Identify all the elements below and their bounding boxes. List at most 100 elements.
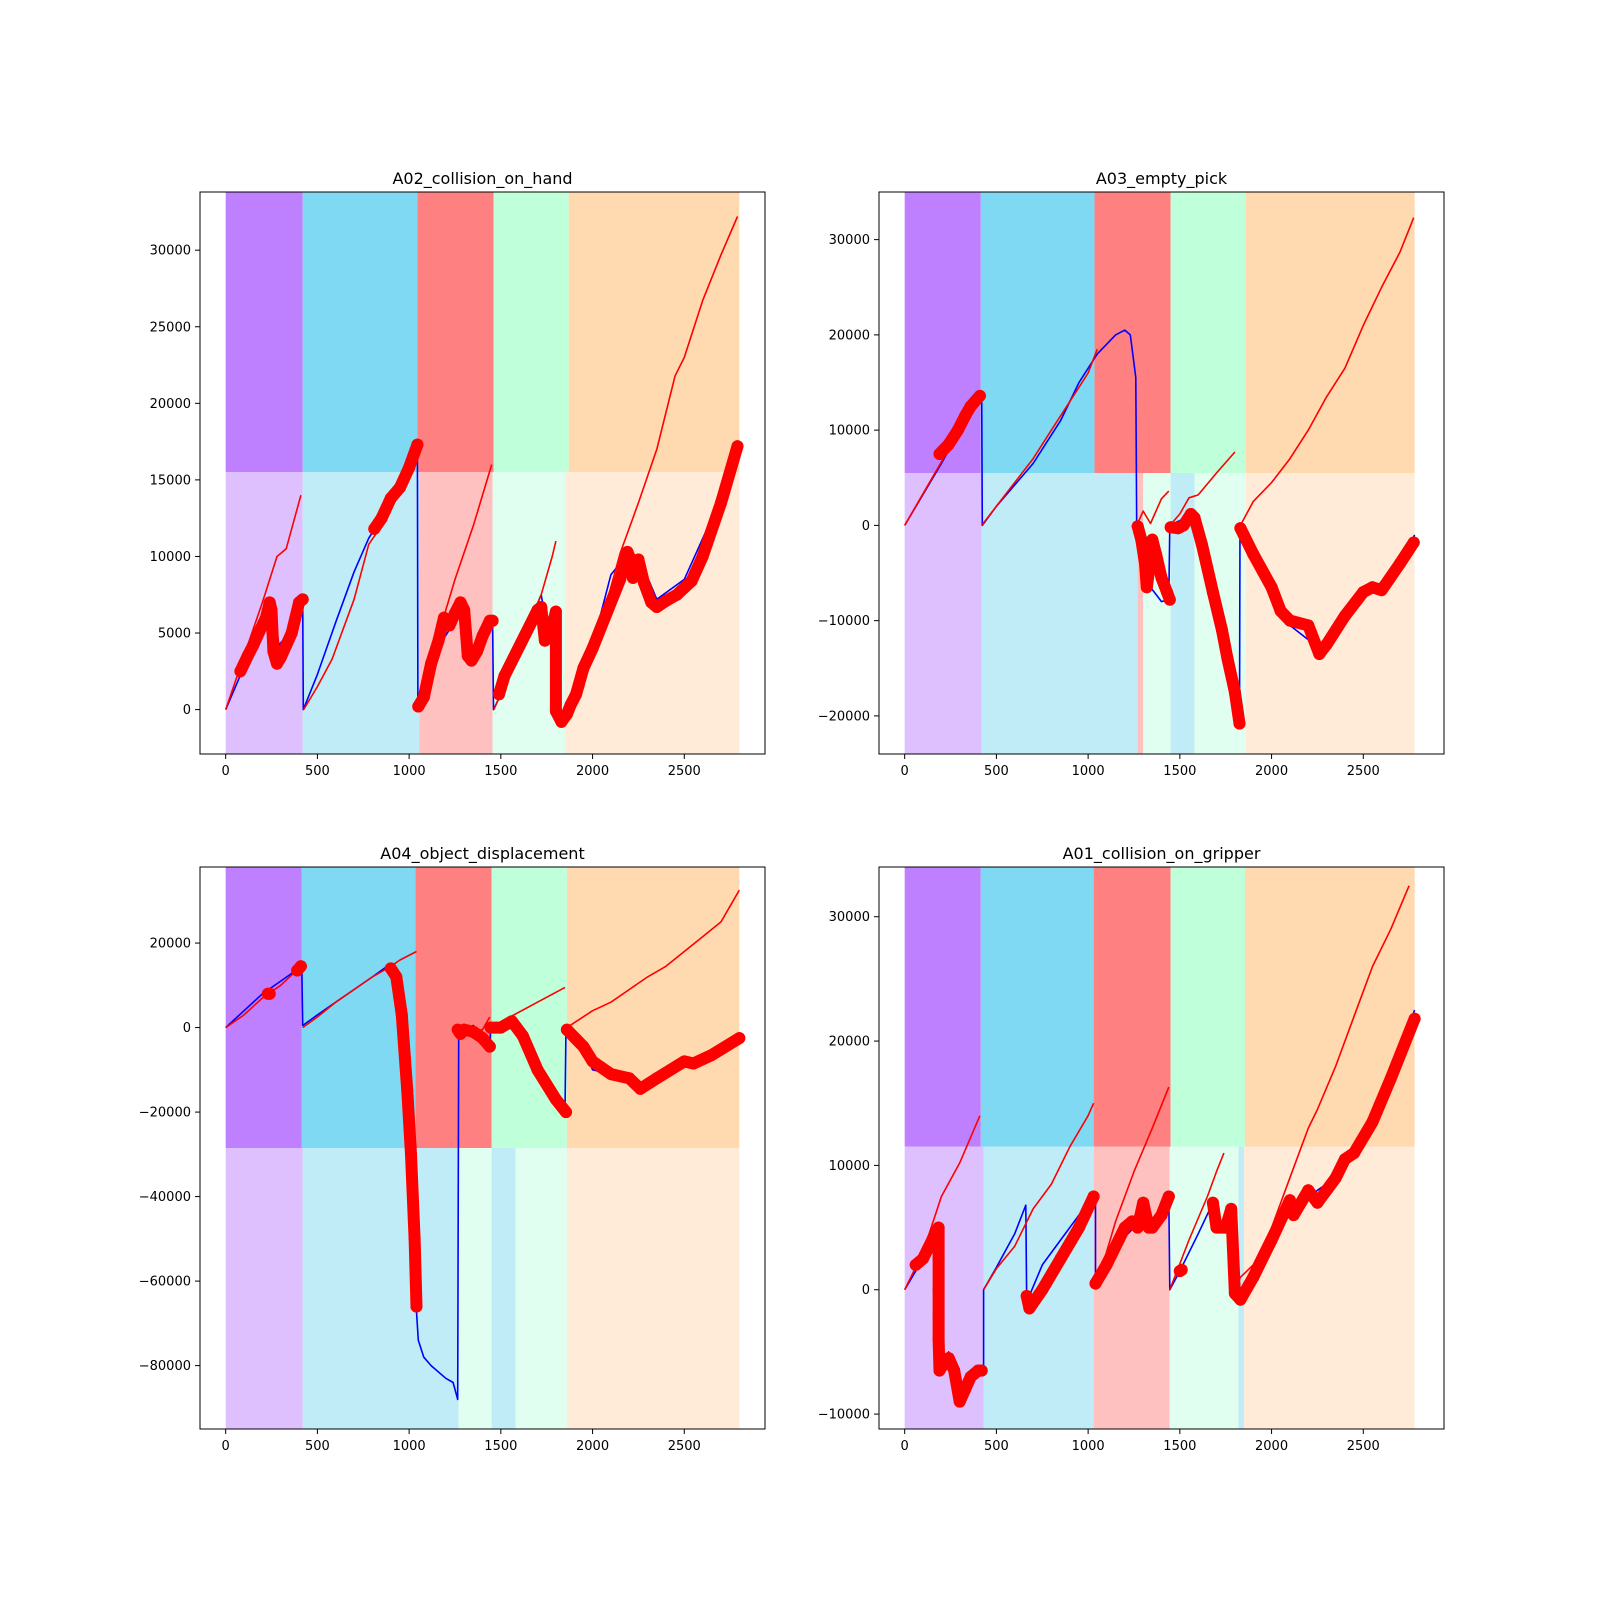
- data-point: [932, 1252, 945, 1265]
- data-point: [263, 987, 276, 1000]
- data-point: [933, 447, 946, 460]
- data-point: [659, 594, 672, 607]
- data-point: [241, 649, 254, 662]
- data-point: [1287, 1209, 1300, 1222]
- data-point: [964, 400, 977, 413]
- data-point: [973, 389, 986, 402]
- phase-band-upper: [566, 867, 740, 1148]
- data-point: [411, 438, 424, 451]
- data-point: [294, 960, 307, 973]
- data-point: [614, 573, 627, 586]
- phase-band-upper: [1094, 192, 1171, 473]
- data-point: [917, 1252, 930, 1265]
- x-tick-label: 2500: [1347, 1439, 1380, 1454]
- data-point: [432, 634, 445, 647]
- data-point: [247, 639, 260, 652]
- data-point: [932, 1333, 945, 1346]
- y-tick-label: 20000: [829, 1035, 870, 1050]
- data-point: [531, 1063, 544, 1076]
- data-point: [1137, 1196, 1150, 1209]
- data-point: [637, 576, 650, 589]
- y-tick-label: 0: [862, 1283, 870, 1298]
- phase-band-lower: [302, 472, 420, 754]
- chart-title: A04_object_displacement: [380, 844, 584, 864]
- data-point: [484, 1021, 497, 1034]
- x-tick-label: 1000: [393, 1439, 426, 1454]
- y-tick-label: 0: [862, 519, 870, 534]
- data-point: [465, 654, 478, 667]
- data-point: [586, 642, 599, 655]
- data-point: [1408, 1012, 1421, 1025]
- phase-band-upper: [302, 192, 418, 473]
- line-series: [1234, 885, 1410, 1291]
- data-point: [932, 1221, 945, 1234]
- data-point: [1338, 1153, 1351, 1166]
- data-point: [942, 438, 955, 451]
- data-point: [586, 1055, 599, 1068]
- axes-frame: [878, 866, 1445, 1430]
- data-point: [403, 461, 416, 474]
- data-point: [1234, 1293, 1247, 1306]
- data-point: [1020, 1289, 1033, 1302]
- data-point: [1393, 557, 1406, 570]
- data-point: [1146, 1221, 1159, 1234]
- x-tick-label: 1500: [1163, 1439, 1196, 1454]
- y-tick-label: 30000: [150, 244, 191, 259]
- data-point: [948, 1364, 961, 1377]
- chart-title: A02_collision_on_hand: [392, 169, 572, 189]
- phase-band-upper: [1245, 192, 1415, 473]
- line-series: [982, 1102, 1095, 1291]
- data-point: [265, 604, 278, 617]
- phase-band-upper: [493, 192, 569, 473]
- data-point: [1146, 533, 1159, 546]
- data-point: [1311, 1196, 1324, 1209]
- x-tick-label: 2000: [1255, 764, 1288, 779]
- phase-band-upper: [1170, 192, 1246, 473]
- data-point: [1329, 1171, 1342, 1184]
- plot-area: [903, 867, 1421, 1429]
- data-point: [678, 1055, 691, 1068]
- subplot-2: 0 500 1000 1500 2000 2500 −20000 −10000 0 10000 20…: [818, 169, 1445, 779]
- data-point: [650, 600, 663, 613]
- data-point: [1283, 614, 1296, 627]
- data-point: [483, 1040, 496, 1053]
- line-series: [1094, 1086, 1170, 1290]
- data-point: [560, 708, 573, 721]
- y-tick-label: 25000: [150, 320, 191, 335]
- data-point: [494, 1021, 507, 1034]
- data-point: [1206, 1196, 1219, 1209]
- data-point: [467, 1025, 480, 1038]
- data-point: [395, 1008, 408, 1021]
- x-tick-label: 0: [222, 764, 230, 779]
- data-point: [549, 705, 562, 718]
- data-point: [932, 1283, 945, 1296]
- data-point: [1131, 1221, 1144, 1234]
- data-point: [559, 1106, 572, 1119]
- data-point: [549, 1093, 562, 1106]
- data-point: [1089, 1277, 1102, 1290]
- chart-title: A01_collision_on_gripper: [1063, 844, 1261, 864]
- data-point: [959, 1383, 972, 1396]
- data-point: [476, 1032, 489, 1045]
- data-point: [634, 1082, 647, 1095]
- data-point: [626, 571, 639, 584]
- data-point: [404, 1148, 417, 1161]
- phase-band-lower: [1169, 1146, 1239, 1429]
- data-point: [1228, 686, 1241, 699]
- subplot-1: 0 500 1000 1500 2000 250005000100001500020000…: [150, 169, 766, 779]
- plot-area: [225, 867, 746, 1429]
- data-point: [560, 1023, 573, 1036]
- data-point: [516, 1030, 529, 1043]
- data-point: [390, 970, 403, 983]
- phase-band-lower: [302, 1148, 459, 1429]
- data-point: [1247, 547, 1260, 560]
- data-point: [1149, 547, 1162, 560]
- phase-band-lower: [491, 1148, 516, 1429]
- data-point: [1100, 1258, 1113, 1271]
- data-point: [1283, 1194, 1296, 1207]
- line-series: [302, 950, 417, 1029]
- data-point: [486, 614, 499, 627]
- plot-area: [904, 192, 1420, 754]
- chart-title: A03_empty_pick: [1096, 169, 1228, 189]
